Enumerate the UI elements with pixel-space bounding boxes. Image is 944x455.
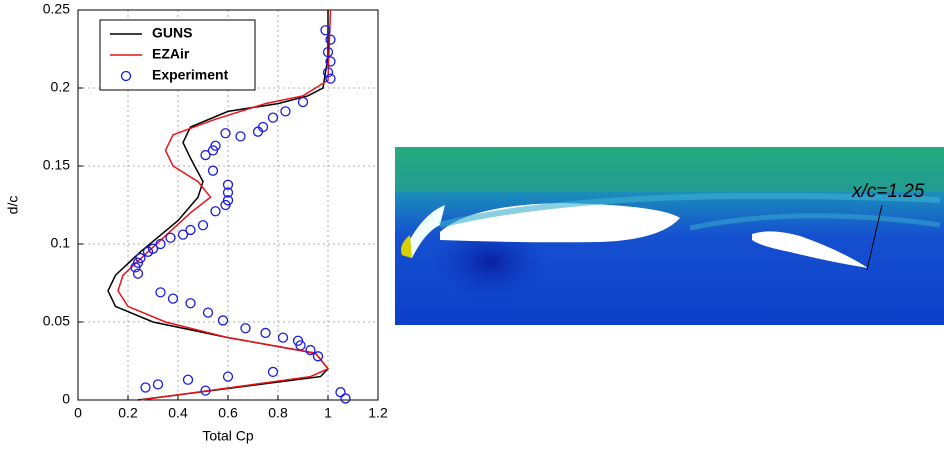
- x-axis-label: Total Cp: [202, 428, 254, 444]
- y-tick-label: 0.2: [51, 79, 71, 95]
- data-point: [167, 293, 179, 304]
- data-point: [220, 128, 231, 139]
- data-point: [340, 393, 351, 404]
- data-point: [182, 374, 194, 385]
- x-tick-label: 0.4: [168, 405, 188, 421]
- data-point: [322, 67, 334, 78]
- data-point: [280, 106, 291, 117]
- y-axis-label: d/c: [5, 196, 21, 215]
- data-point: [132, 268, 144, 279]
- annotation: x/c=1.25: [851, 181, 925, 202]
- x-tick-label: 1: [324, 405, 332, 421]
- data-point: [147, 243, 159, 254]
- data-point: [335, 387, 346, 398]
- data-point: [220, 199, 231, 211]
- data-point: [200, 385, 211, 396]
- data-point: [130, 262, 141, 273]
- y-tick-label: 0.25: [43, 1, 70, 17]
- data-point: [325, 56, 336, 67]
- data-point: [142, 246, 154, 257]
- data-point: [325, 73, 336, 84]
- plot-frame: [77, 9, 379, 401]
- data-point: [240, 323, 251, 334]
- x-tick-label: 0.6: [218, 405, 238, 421]
- data-point: [200, 149, 211, 161]
- data-point: [217, 315, 229, 326]
- data-point: [305, 344, 316, 356]
- data-point: [185, 298, 196, 309]
- data-point: [152, 379, 164, 390]
- y-tick-label: 0: [62, 391, 70, 407]
- data-point: [185, 224, 196, 236]
- data-point: [210, 206, 221, 217]
- legend-label: Experiment: [152, 67, 229, 83]
- legend-swatch: [120, 70, 132, 82]
- data-point: [267, 366, 279, 378]
- x-tick-label: 0: [74, 405, 82, 421]
- data-point: [197, 220, 209, 231]
- data-point: [207, 145, 219, 156]
- data-point: [140, 382, 151, 393]
- data-point: [222, 187, 234, 198]
- data-point: [235, 131, 246, 142]
- data-point: [297, 96, 309, 108]
- data-point: [202, 307, 214, 318]
- data-point: [325, 34, 336, 45]
- data-point: [222, 371, 234, 382]
- data-point: [177, 229, 189, 240]
- data-line: [117, 9, 332, 401]
- data-point: [312, 351, 324, 362]
- y-tick-label: 0.05: [43, 313, 70, 329]
- data-point: [155, 238, 166, 250]
- y-tick-label: 0.1: [51, 235, 71, 251]
- data-point: [320, 25, 331, 36]
- legend-label: GUNS: [152, 25, 192, 41]
- data-point: [277, 332, 289, 343]
- data-point: [207, 165, 219, 176]
- x-tick-label: 1.2: [368, 405, 388, 421]
- data-point: [252, 126, 264, 137]
- y-tick-label: 0.15: [43, 157, 70, 173]
- flow-field-image: x/c=1.25: [395, 147, 944, 325]
- data-point: [155, 287, 166, 298]
- data-point: [260, 327, 271, 339]
- data-point: [267, 112, 279, 123]
- data-point: [165, 232, 176, 243]
- x-tick-label: 0.2: [118, 405, 138, 421]
- data-point: [322, 46, 334, 58]
- legend-label: EZAir: [152, 46, 190, 62]
- data-point: [222, 179, 234, 190]
- x-tick-label: 0.8: [268, 405, 288, 421]
- data-point: [295, 340, 306, 351]
